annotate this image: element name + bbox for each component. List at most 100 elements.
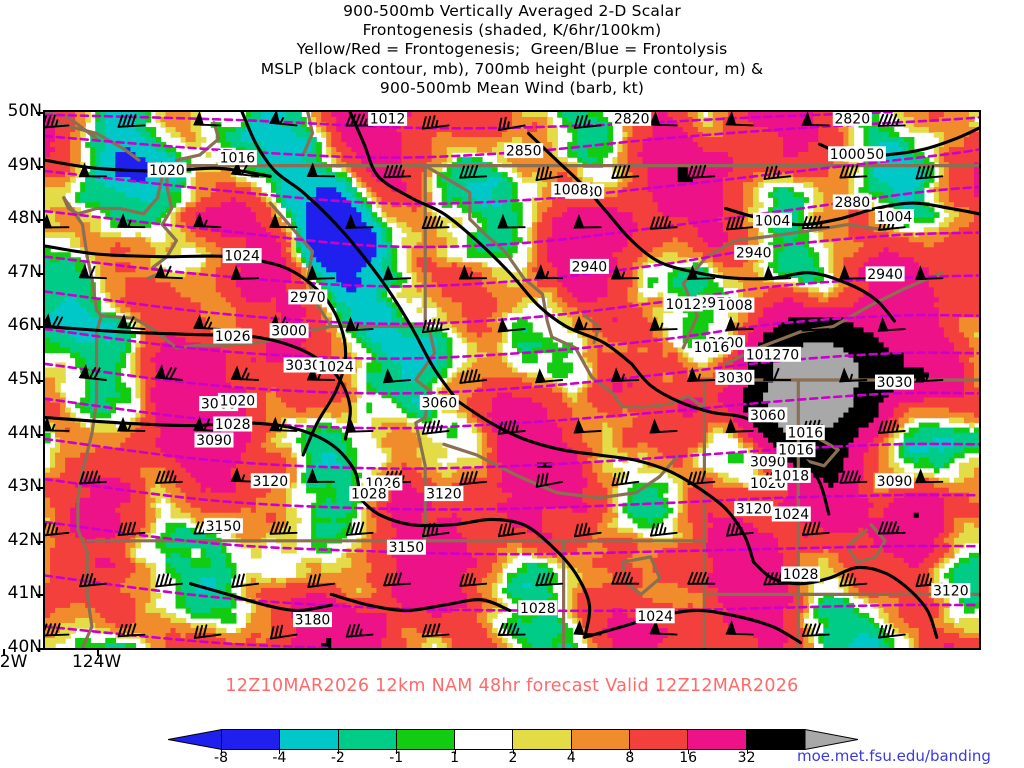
colorbar-tickmark xyxy=(396,750,398,754)
wind-barb xyxy=(497,622,526,636)
height-label-24: 3120 xyxy=(736,502,772,518)
wind-barb xyxy=(839,470,868,484)
height-label-23: 3120 xyxy=(426,487,462,503)
colorbar-tickmark xyxy=(746,750,748,754)
height-label-21-bg xyxy=(875,473,914,489)
lon-tick xyxy=(96,649,99,656)
lat-tick xyxy=(36,648,44,650)
wind-barb xyxy=(497,522,526,538)
wind-barb xyxy=(78,162,107,178)
colorbar-tickmark xyxy=(279,750,281,754)
height-label-0-bg xyxy=(612,112,652,126)
lat-label-40N: 40N xyxy=(7,637,42,657)
lat-tick xyxy=(36,433,44,436)
colorbar-tickmark xyxy=(688,750,690,754)
height-label-25-bg xyxy=(931,583,971,599)
wind-barb xyxy=(459,470,488,486)
colorbar-segment-3 xyxy=(396,730,456,749)
wind-barb xyxy=(45,522,70,537)
height-label-27-bg xyxy=(386,539,426,555)
wind-barb xyxy=(725,620,754,636)
border-line xyxy=(268,201,333,328)
wind-barb xyxy=(762,366,792,381)
wind-barb xyxy=(649,215,678,230)
wind-barb xyxy=(801,623,830,637)
wind-barb xyxy=(573,315,602,331)
wind-barb xyxy=(725,216,754,231)
wind-barb xyxy=(458,264,488,280)
mslp-label-20-bg xyxy=(875,209,914,224)
mslp-label-17: 1028 xyxy=(520,601,556,617)
wind-barb xyxy=(649,112,678,127)
mslp-contour-1020b xyxy=(752,560,939,639)
wind-barb xyxy=(877,521,906,535)
border-line xyxy=(423,164,706,410)
wind-barb xyxy=(649,418,678,434)
colorbar-tickmark xyxy=(629,750,631,754)
height-label-2: 2850 xyxy=(506,144,542,160)
height-label-14: 3030 xyxy=(717,370,753,386)
wind-barb xyxy=(383,572,412,587)
wind-barb xyxy=(573,213,602,229)
lat-label-46N: 46N xyxy=(7,315,42,336)
wind-barb xyxy=(345,214,374,229)
wind-barb xyxy=(345,418,374,433)
wind-barb xyxy=(725,112,754,127)
height-label-20-bg xyxy=(748,454,788,469)
wind-barb xyxy=(459,369,488,384)
height-label-7: 2940 xyxy=(867,267,903,283)
mslp-contour-1028c xyxy=(329,592,512,613)
colorbar-segment-1 xyxy=(280,730,339,749)
colorbar-tick-32: 32 xyxy=(737,750,756,766)
mslp-label-1-bg xyxy=(663,296,703,312)
lon-label-124W: 124W xyxy=(71,652,122,672)
border-line xyxy=(45,112,99,141)
mslp-contour-1016 xyxy=(240,112,460,403)
wind-barb xyxy=(382,265,412,281)
page-title: 900-500mb Vertically Averaged 2-D Scalar… xyxy=(0,2,1024,98)
mslp-label-0-bg xyxy=(368,112,408,126)
mslp-label-8: 1024 xyxy=(224,249,260,265)
wind-barb xyxy=(877,113,906,127)
lat-label-45N: 45N xyxy=(7,369,42,389)
colorbar-segments xyxy=(221,729,805,750)
wind-barb xyxy=(534,264,564,280)
lat-tick xyxy=(36,219,44,222)
wind-barb xyxy=(725,316,754,331)
colorbar-tickmark xyxy=(454,750,456,754)
colorbar-segment-5 xyxy=(513,730,572,749)
wind-barb xyxy=(193,314,222,331)
wind-barb xyxy=(534,368,564,384)
border-line xyxy=(414,330,437,543)
wind-barb xyxy=(117,113,146,128)
height-label-13: 3030 xyxy=(285,358,321,374)
wind-barb xyxy=(421,318,450,334)
wind-barb xyxy=(193,112,222,127)
lat-tick xyxy=(36,487,44,490)
colorbar-overflow-arrow xyxy=(805,729,858,750)
height-label-28: 3180 xyxy=(295,613,331,629)
border-line xyxy=(301,112,315,157)
wind-barb xyxy=(421,522,450,538)
height-label-8-bg xyxy=(734,244,774,260)
height-label-19-bg xyxy=(194,432,234,448)
height-contour-3150 xyxy=(45,520,979,556)
frontogenesis-map: 2820282028502850288028802940294029402970… xyxy=(45,112,979,648)
colorbar-tick--1: -1 xyxy=(389,750,404,766)
height-label-19: 3090 xyxy=(196,433,232,449)
lat-label-49N: 49N xyxy=(7,154,42,175)
mslp-label-3: 1016 xyxy=(694,340,730,356)
height-label-27: 3150 xyxy=(389,540,425,556)
mslp-label-2: 1016 xyxy=(220,151,256,167)
lat-tick xyxy=(36,380,44,382)
lat-tick xyxy=(36,272,44,275)
lat-tick xyxy=(36,540,44,543)
mslp-contour-1024c xyxy=(188,582,333,613)
mslp-label-0: 1012 xyxy=(370,112,406,127)
mslp-label-25: 1018 xyxy=(773,468,809,484)
wind-barb xyxy=(915,367,944,383)
border-line xyxy=(62,196,103,648)
wind-barb xyxy=(498,116,526,132)
mslp-label-17-bg xyxy=(518,600,558,616)
